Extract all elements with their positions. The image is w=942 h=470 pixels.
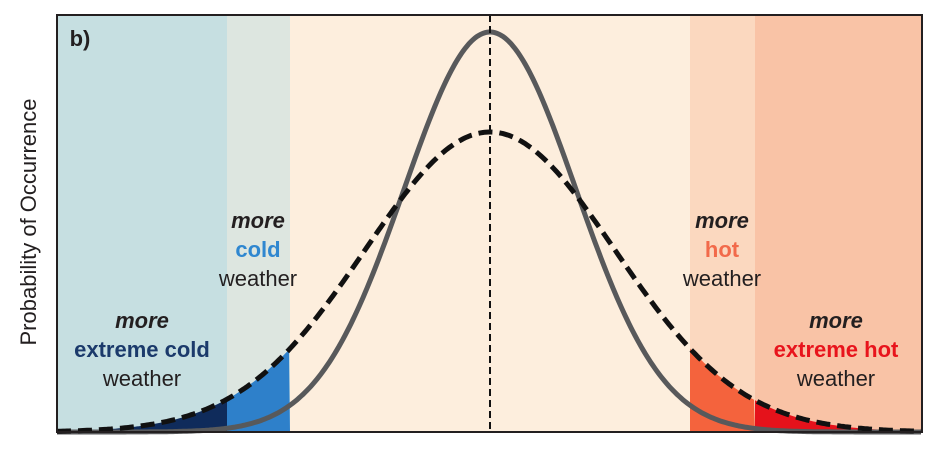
- shade-cold: [227, 349, 290, 432]
- y-axis-label: Probability of Occurrence: [16, 99, 41, 346]
- annotation-weather: weather: [796, 366, 875, 391]
- band-extreme-hot: [755, 15, 922, 432]
- shade-hot: [690, 348, 755, 432]
- annotation-category: extreme hot: [774, 337, 899, 362]
- annotation-category: hot: [705, 237, 740, 262]
- annotation-more: more: [695, 208, 749, 233]
- annotation-weather: weather: [682, 266, 761, 291]
- shade-extreme-cold: [57, 399, 227, 432]
- tail-shading: [57, 348, 922, 432]
- annotation-more: more: [809, 308, 863, 333]
- annotation-more: more: [231, 208, 285, 233]
- annotation-more: more: [115, 308, 169, 333]
- frame: [56, 14, 923, 433]
- annotation-category: cold: [235, 237, 280, 262]
- band-extreme-cold: [57, 15, 227, 432]
- annotation-category: extreme cold: [74, 337, 210, 362]
- annotation-weather: weather: [102, 366, 181, 391]
- annotation-weather: weather: [218, 266, 297, 291]
- panel-label: b): [70, 26, 91, 51]
- shade-extreme-hot: [755, 400, 922, 432]
- bands: [57, 15, 922, 432]
